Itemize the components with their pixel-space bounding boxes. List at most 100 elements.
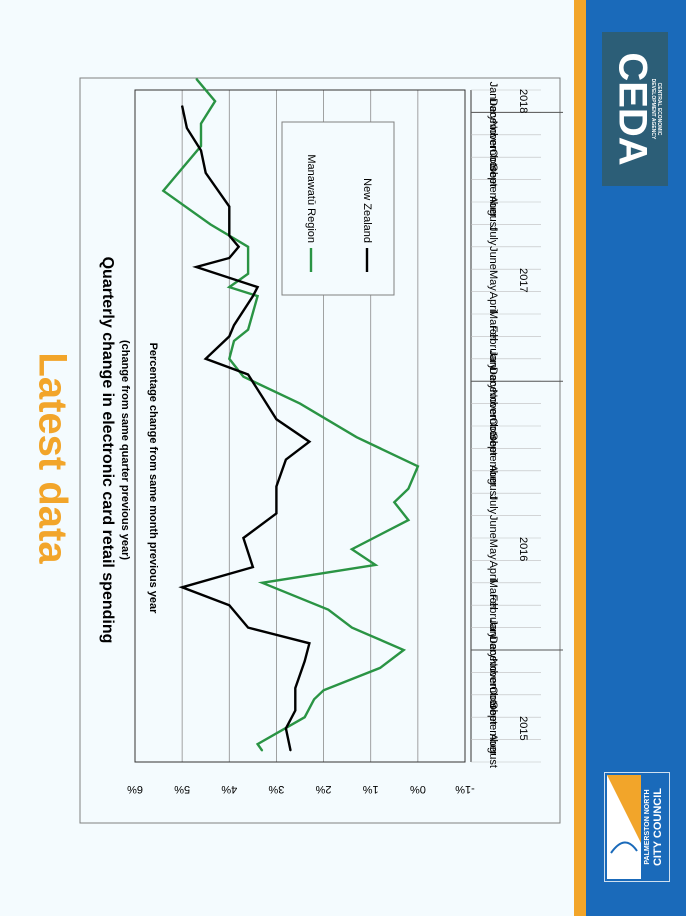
data-point [304, 660, 306, 662]
data-point [323, 689, 325, 691]
data-point [299, 403, 301, 405]
data-point [285, 459, 287, 461]
data-point [238, 246, 240, 248]
council-logo-line2: CITY COUNCIL [652, 788, 664, 866]
data-point [186, 127, 188, 129]
x-tick-label: November [487, 121, 499, 172]
y-axis-label: Percentage change from same month previo… [147, 343, 159, 615]
data-point [257, 295, 259, 297]
data-point [379, 667, 381, 669]
x-tick-label: February [487, 326, 499, 371]
data-point [261, 582, 263, 584]
ceda-logo: CEDA CENTRAL ECONOMIC DEVELOPMENT AGENCY [602, 32, 668, 186]
ceda-logo-subtext-2: DEVELOPMENT AGENCY [650, 79, 656, 140]
year-label: 2015 [517, 716, 529, 740]
data-point [308, 642, 310, 644]
data-point [233, 340, 235, 342]
x-tick-label: December [487, 98, 499, 149]
x-tick-label: April [487, 292, 499, 314]
x-tick-label: February [487, 594, 499, 639]
chart-subtitle: (change from same quarter previous year) [119, 340, 131, 560]
council-logo: PALMERSTON NORTH CITY COUNCIL [604, 772, 670, 882]
data-point [417, 465, 419, 467]
data-point [308, 441, 310, 443]
data-point [247, 246, 249, 248]
x-tick-label: June [487, 246, 499, 270]
data-point [162, 190, 164, 192]
data-point [403, 649, 405, 651]
ceda-logo-subtext-1: CENTRAL ECONOMIC [656, 83, 662, 136]
data-point [304, 716, 306, 718]
x-tick-label: October [487, 418, 499, 457]
data-point [195, 78, 197, 80]
data-point [261, 750, 263, 752]
y-tick-label: 6% [127, 783, 143, 795]
x-tick-label: August [487, 734, 499, 768]
x-tick-label: November [487, 658, 499, 709]
data-point [242, 376, 244, 378]
y-tick-label: 1% [363, 783, 379, 795]
y-tick-label: 3% [268, 783, 284, 795]
x-tick-label: December [487, 367, 499, 418]
data-point [195, 266, 197, 268]
data-point [257, 286, 259, 288]
council-logo-graphic: PALMERSTON NORTH CITY COUNCIL [607, 775, 664, 879]
x-tick-label: November [487, 389, 499, 440]
x-tick-label: May [487, 270, 499, 291]
y-tick-label: -1% [455, 783, 475, 795]
data-point [275, 418, 277, 420]
data-point [228, 335, 230, 337]
data-point [275, 485, 277, 488]
plot-border [134, 89, 466, 763]
data-point [313, 698, 315, 700]
x-tick-label: March [487, 579, 499, 610]
data-point [407, 519, 409, 521]
year-label: 2018 [517, 89, 529, 113]
data-point [228, 205, 230, 208]
data-point [252, 295, 254, 297]
data-point [351, 627, 353, 629]
data-point [209, 223, 211, 225]
council-logo-line1: PALMERSTON NORTH [644, 789, 651, 864]
x-tick-label: October [487, 149, 499, 188]
council-logo-emblem [607, 775, 641, 843]
data-point [393, 501, 395, 503]
x-tick-label: April [487, 561, 499, 583]
data-point [374, 564, 376, 566]
plot-area: 6% 5% 4% 3% 2% 1% 0% -1%AugustSeptemberOctoberN… [127, 78, 563, 795]
y-tick-label: 5% [174, 783, 190, 795]
data-point [200, 145, 202, 147]
x-tick-label: May [487, 539, 499, 560]
x-tick-label: July [487, 495, 499, 515]
x-tick-label: August [487, 465, 499, 499]
x-tick-label: March [487, 310, 499, 341]
ceda-logo-graphic: CEDA CENTRAL ECONOMIC DEVELOPMENT AGENCY [610, 52, 662, 165]
data-point [257, 743, 259, 745]
data-point [228, 604, 230, 606]
data-point [285, 727, 287, 730]
x-tick-label: January [487, 82, 499, 122]
data-point [247, 373, 249, 376]
y-tick-label: 2% [315, 783, 331, 795]
data-point [327, 609, 329, 611]
data-point [247, 627, 249, 629]
data-point [181, 105, 183, 107]
data-point [290, 750, 292, 752]
data-point [228, 257, 230, 259]
y-tick-label: 4% [221, 783, 237, 795]
data-point [200, 149, 202, 152]
x-tick-label: December [487, 636, 499, 687]
data-point [407, 488, 409, 490]
data-point [228, 286, 230, 288]
data-point [247, 273, 249, 275]
data-point [247, 329, 249, 331]
legend-label: Manawatū Region [305, 154, 317, 243]
x-tick-label: September [487, 701, 499, 755]
legend: Manawatū Region New Zealand [281, 121, 395, 296]
data-point [351, 548, 353, 550]
data-point [205, 358, 207, 360]
data-point [294, 709, 296, 712]
x-tick-label: August [487, 196, 499, 230]
year-label: 2017 [517, 268, 529, 292]
